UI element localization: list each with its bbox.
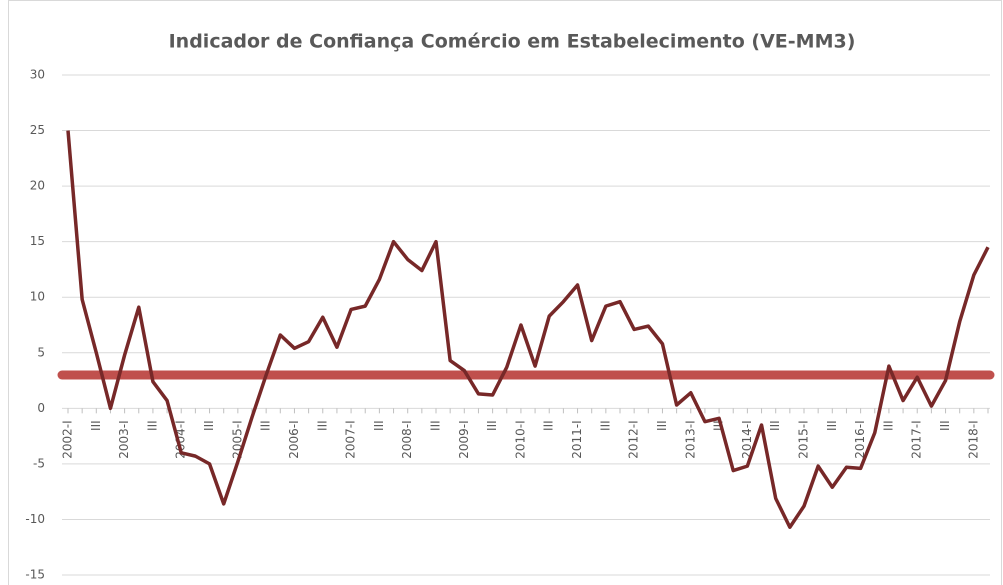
y-tick-label: 10 xyxy=(30,290,45,304)
x-tick-label: 2013-I xyxy=(683,420,697,458)
x-tick-label: III xyxy=(598,420,612,431)
x-tick-label: 2014-I xyxy=(740,420,754,458)
x-tick-label: III xyxy=(259,420,273,431)
chart-title: Indicador de Confiança Comércio em Estab… xyxy=(169,31,856,53)
x-tick-label: III xyxy=(372,420,386,431)
x-tick-label: III xyxy=(485,420,499,431)
x-tick-label: 2012-I xyxy=(627,420,641,458)
x-tick-label: III xyxy=(145,420,159,431)
x-tick-label: III xyxy=(881,420,895,431)
x-tick-label: 2017-I xyxy=(910,420,924,458)
series-line xyxy=(66,130,990,529)
x-tick-label: 2003-I xyxy=(117,420,131,458)
x-tick-label: 2011-I xyxy=(570,420,584,458)
x-tick-label: III xyxy=(89,420,103,431)
x-tick-label: 2002-I xyxy=(61,420,75,458)
x-tick-label: 2018-I xyxy=(966,420,980,458)
x-tick-label: 2008-I xyxy=(400,420,414,458)
y-tick-label: 0 xyxy=(37,401,45,415)
x-tick-label: 2004-I xyxy=(174,420,188,458)
x-tick-label: III xyxy=(202,420,216,431)
y-tick-label: -5 xyxy=(33,456,45,470)
x-tick-label: III xyxy=(768,420,782,431)
x-tick-label: III xyxy=(315,420,329,431)
chart-frame xyxy=(8,0,1002,585)
y-tick-label: 15 xyxy=(30,234,45,248)
y-tick-label: -10 xyxy=(25,512,45,526)
x-tick-label: III xyxy=(542,420,556,431)
x-tick-label: 2016-I xyxy=(853,420,867,458)
x-tick-label: III xyxy=(655,420,669,431)
x-tick-label: III xyxy=(825,420,839,431)
y-tick-label: 20 xyxy=(30,179,45,193)
y-tick-label: 30 xyxy=(30,68,45,82)
y-tick-label: -15 xyxy=(25,568,45,582)
x-tick-label: 2009-I xyxy=(457,420,471,458)
x-tick-label: III xyxy=(712,420,726,431)
x-tick-label: 2007-I xyxy=(344,420,358,458)
x-tick-label: 2010-I xyxy=(513,420,527,458)
x-tick-label: III xyxy=(938,420,952,431)
x-tick-label: III xyxy=(429,420,443,431)
x-tick-label: 2006-I xyxy=(287,420,301,458)
y-tick-label: 5 xyxy=(37,345,45,359)
x-tick-label: 2015-I xyxy=(797,420,811,458)
y-tick-label: 25 xyxy=(30,123,45,137)
